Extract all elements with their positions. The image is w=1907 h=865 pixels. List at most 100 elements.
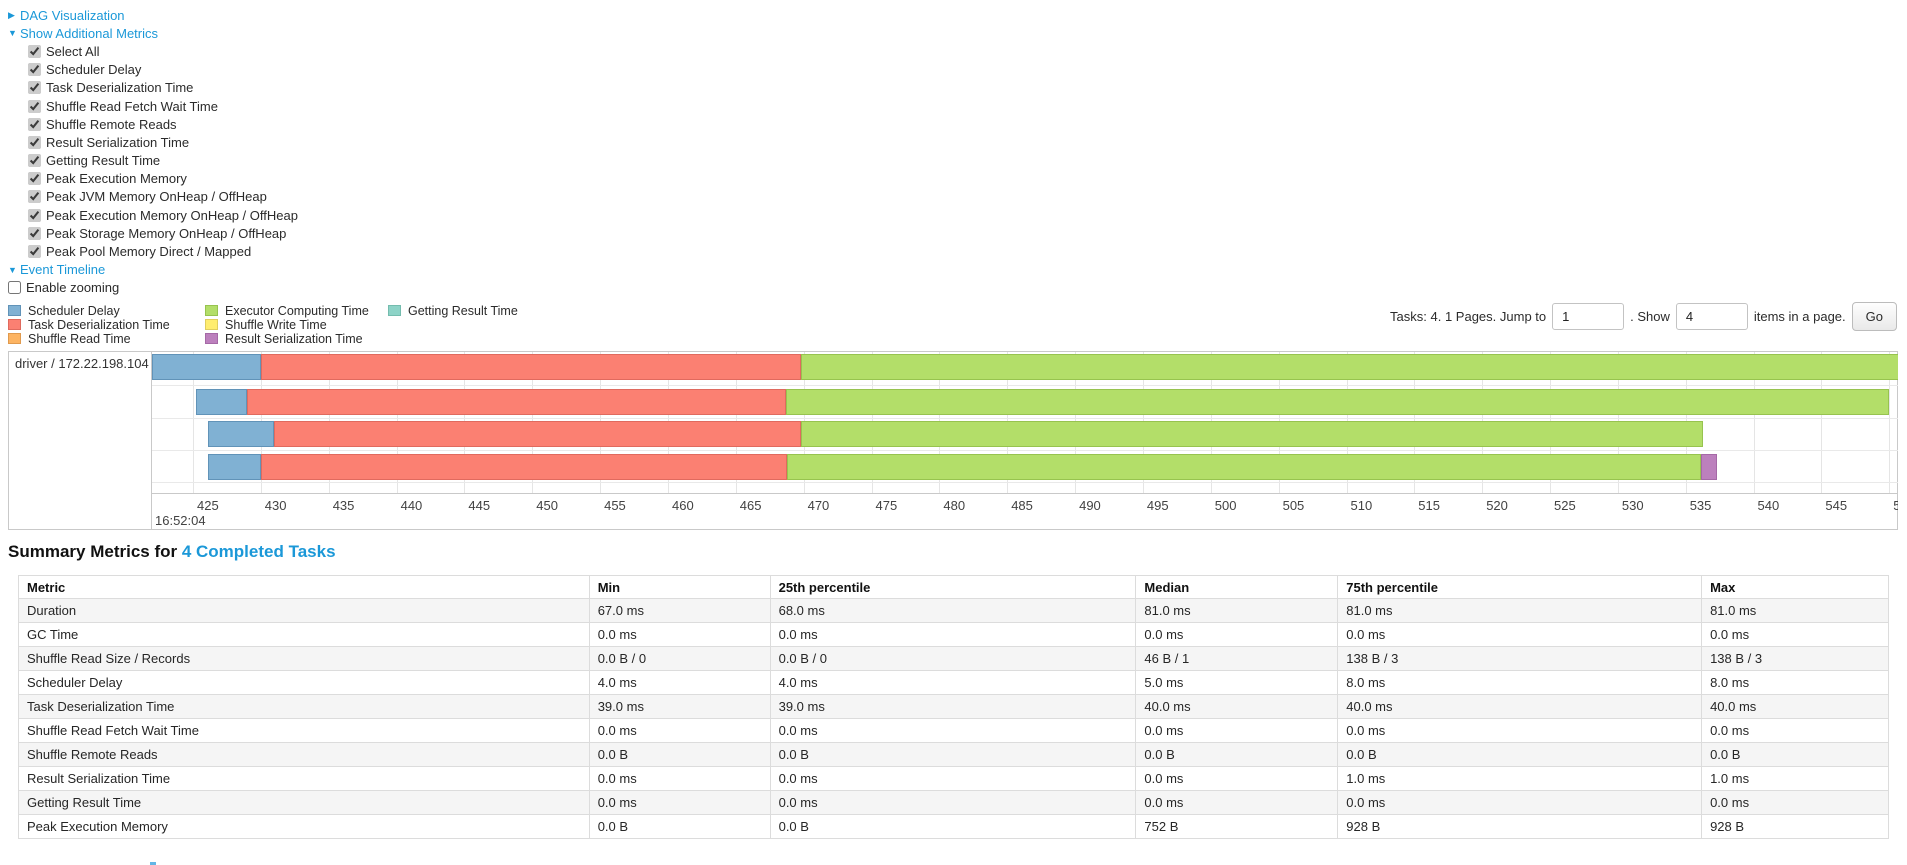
metric-checkbox-row: Peak JVM Memory OnHeap / OffHeap: [8, 188, 298, 206]
axis-tick-label: 540: [1757, 498, 1780, 513]
table-row-peak-execution-memory: Peak Execution Memory 0.0 B 0.0 B 752 B 928 …: [18, 814, 1889, 839]
table-row-shuffle-remote-reads: Shuffle Remote Reads 0.0 B 0.0 B 0.0 B 0.0 B…: [18, 742, 1889, 767]
metric-checkbox-select-all[interactable]: [28, 44, 41, 58]
task-2-segment-scheduler-delay[interactable]: [207, 421, 275, 447]
table-cell: Result Serialization Time: [18, 766, 590, 791]
summary-metrics-heading: Summary Metrics for 4 Completed Tasks: [8, 542, 336, 562]
table-cell: 4.0 ms: [769, 670, 1137, 695]
table-cell: 0.0 B: [1135, 742, 1339, 767]
table-header-row: Metric Min 25th percentile Median 75th perce…: [18, 575, 1889, 599]
axis-tick-label: 545: [1825, 498, 1848, 513]
legend-swatch-getting-result-time: [388, 305, 401, 317]
metric-checkbox-label: Select All: [46, 43, 100, 59]
table-cell: Peak Execution Memory: [18, 814, 590, 839]
metric-checkbox-label: Getting Result Time: [46, 153, 161, 169]
legend-label: Getting Result Time: [408, 303, 518, 318]
legend-label: Shuffle Write Time: [225, 317, 327, 332]
metric-checkbox-shuffle-read-fetch-wait-time[interactable]: [28, 99, 41, 113]
axis-tick-label: 525: [1554, 498, 1576, 513]
table-cell: 5.0 ms: [1135, 670, 1339, 695]
legend-column: Executor Computing Time Shuffle Write Tim…: [205, 303, 369, 346]
legend-swatch-result-serialization-time: [205, 332, 218, 344]
column-header-75th-percentile: 75th percentile: [1337, 575, 1703, 599]
task-3-segment-result-serialization-time[interactable]: [1700, 454, 1717, 480]
task-1-segment-executor-computing-time[interactable]: [786, 389, 1890, 415]
metric-checkbox-row: Peak Execution Memory OnHeap / OffHeap: [8, 206, 298, 224]
axis-tick-label: 435: [332, 498, 355, 513]
table-cell: 0.0 ms: [1337, 790, 1703, 815]
table-cell: 0.0 ms: [1701, 622, 1889, 647]
show-text: . Show: [1630, 308, 1670, 324]
metric-checkbox-scheduler-delay[interactable]: [28, 63, 41, 77]
gridline: [1889, 352, 1891, 493]
table-cell: 39.0 ms: [769, 694, 1137, 719]
metric-checkbox-peak-jvm-memory-onheap-offheap[interactable]: [28, 190, 41, 204]
table-cell: 0.0 B / 0: [769, 646, 1137, 671]
task-3-segment-scheduler-delay[interactable]: [207, 454, 261, 480]
caret-down-icon: ▼: [8, 28, 17, 39]
table-cell: 40.0 ms: [1135, 694, 1339, 719]
task-1-segment-task-deserialization-time[interactable]: [247, 389, 786, 415]
column-header-metric: Metric: [18, 575, 590, 599]
metric-checkbox-getting-result-time[interactable]: [28, 154, 41, 168]
table-cell: 0.0 ms: [1135, 718, 1339, 743]
metric-checkbox-shuffle-remote-reads[interactable]: [28, 117, 41, 131]
table-row-gc-time: GC Time 0.0 ms 0.0 ms 0.0 ms 0.0 ms 0.0 ms: [18, 622, 1889, 647]
enable-zooming-checkbox[interactable]: [8, 281, 21, 295]
task-3-segment-executor-computing-time[interactable]: [787, 454, 1701, 480]
task-0-segment-task-deserialization-time[interactable]: [260, 354, 801, 380]
metric-checkbox-peak-execution-memory-onheap-offheap[interactable]: [28, 208, 41, 222]
metric-checkbox-peak-execution-memory[interactable]: [28, 172, 41, 186]
show-additional-metrics-link[interactable]: ▼ Show Additional Metrics: [8, 24, 298, 42]
axis-time-label: 16:52:04: [155, 513, 206, 528]
metric-checkbox-label: Shuffle Remote Reads: [46, 116, 177, 132]
axis-tick-label: 450: [536, 498, 558, 513]
task-2-segment-task-deserialization-time[interactable]: [274, 421, 801, 447]
table-row-task-deserialization-time: Task Deserialization Time 39.0 ms 39.0 ms 4…: [18, 694, 1889, 719]
table-cell: 0.0 ms: [1337, 622, 1703, 647]
table-cell: 0.0 B: [588, 742, 771, 767]
axis-tick-label: 485: [1011, 498, 1033, 513]
table-cell: 8.0 ms: [1701, 670, 1889, 695]
timeline-x-axis: 425 430 435 440 445 450 455 460 465 470 475 480 485 4…: [152, 495, 1898, 531]
task-0-segment-executor-computing-time[interactable]: [800, 354, 1898, 380]
axis-tick-label: 475: [875, 498, 898, 513]
table-cell: 138 B / 3: [1701, 646, 1889, 671]
table-cell: 39.0 ms: [588, 694, 771, 719]
event-timeline-link[interactable]: ▼ Event Timeline: [8, 261, 298, 279]
jump-to-page-input[interactable]: [1552, 302, 1625, 330]
metric-checkbox-row: Getting Result Time: [8, 152, 298, 170]
task-0-segment-scheduler-delay[interactable]: [152, 354, 261, 380]
event-timeline-label: Event Timeline: [20, 262, 106, 278]
legend-swatch-executor-computing-time: [205, 305, 218, 317]
table-cell: 0.0 ms: [1135, 622, 1339, 647]
task-3-segment-task-deserialization-time[interactable]: [260, 454, 788, 480]
metric-checkbox-row: Peak Pool Memory Direct / Mapped: [8, 242, 298, 260]
table-cell: Duration: [18, 598, 590, 623]
metric-checkbox-label: Peak JVM Memory OnHeap / OffHeap: [46, 189, 267, 205]
summary-heading-prefix: Summary Metrics for: [8, 542, 182, 561]
axis-tick-label: 465: [739, 498, 762, 513]
metric-checkbox-label: Scheduler Delay: [46, 62, 142, 78]
task-1-segment-scheduler-delay[interactable]: [195, 389, 248, 415]
dag-visualization-link[interactable]: ▶ DAG Visualization: [8, 6, 298, 24]
gridline: [1753, 352, 1755, 493]
table-row-getting-result-time: Getting Result Time 0.0 ms 0.0 ms 0.0 ms 0.0…: [18, 790, 1889, 815]
column-header-max: Max: [1701, 575, 1889, 599]
metric-checkbox-row: Shuffle Remote Reads: [8, 115, 298, 133]
metric-checkbox-task-deserialization-time[interactable]: [28, 81, 41, 95]
metric-checkbox-list: Select All Scheduler Delay Task Deserializ…: [8, 42, 298, 260]
table-cell: 40.0 ms: [1701, 694, 1889, 719]
show-items-input[interactable]: [1675, 302, 1748, 330]
legend-label: Shuffle Read Time: [28, 331, 131, 346]
metric-checkbox-peak-pool-memory-direct-mapped[interactable]: [28, 245, 41, 259]
metric-checkbox-peak-storage-memory-onheap-offheap[interactable]: [28, 226, 41, 240]
table-cell: Scheduler Delay: [18, 670, 590, 695]
executor-lane-label: driver / 172.22.198.104: [15, 356, 149, 371]
metric-checkbox-result-serialization-time[interactable]: [28, 135, 41, 149]
legend-label: Executor Computing Time: [225, 303, 369, 318]
task-2-segment-executor-computing-time[interactable]: [800, 421, 1704, 447]
table-row-shuffle-read-size-records: Shuffle Read Size / Records 0.0 B / 0 0.0 …: [18, 646, 1889, 671]
table-cell: 0.0 ms: [1135, 790, 1339, 815]
go-button[interactable]: Go: [1851, 301, 1897, 331]
